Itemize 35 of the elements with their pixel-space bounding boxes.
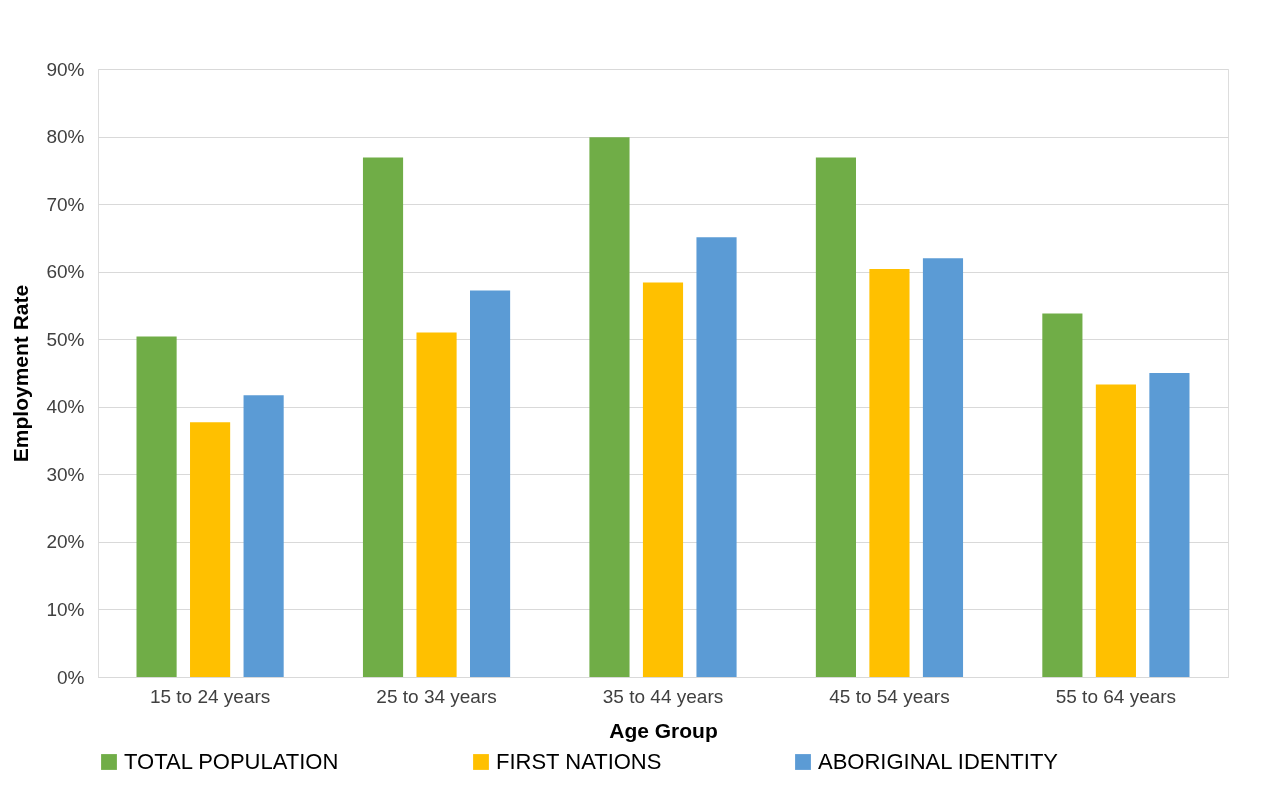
y-tick-label: 20% (46, 531, 85, 553)
legend-label: FIRST NATIONS (496, 749, 662, 774)
bar (815, 157, 856, 677)
x-tick-label: 25 to 34 years (376, 685, 497, 707)
bar (1095, 384, 1136, 677)
bar (922, 258, 964, 677)
legend-label: TOTAL POPULATION (124, 749, 339, 774)
bar (243, 395, 284, 677)
y-tick-label: 0% (57, 666, 85, 688)
x-axis-title: Age Group (609, 718, 718, 742)
x-tick-label: 35 to 44 years (602, 685, 724, 707)
y-tick-label: 60% (46, 261, 85, 283)
y-tick-label: 70% (46, 193, 85, 215)
bar (696, 237, 737, 677)
bar (470, 290, 511, 677)
bar (589, 137, 630, 677)
x-tick-label: 55 to 64 years (1055, 685, 1177, 707)
y-axis-title: Employment Rate (9, 284, 33, 463)
y-tick-label: 40% (46, 396, 85, 418)
x-tick-label: 15 to 24 years (149, 685, 271, 707)
bar (362, 157, 404, 677)
y-tick-label: 10% (46, 598, 85, 620)
y-tick-label: 80% (46, 126, 85, 148)
legend-label: ABORIGINAL IDENTITY (818, 749, 1059, 774)
bar (190, 422, 231, 677)
bar (1042, 313, 1083, 677)
y-tick-label: 90% (46, 58, 85, 80)
bar (136, 336, 177, 677)
bar (416, 332, 457, 677)
x-tick-label: 45 to 54 years (829, 685, 950, 707)
bar (1149, 373, 1190, 677)
y-tick-label: 50% (46, 328, 85, 350)
bar (869, 268, 910, 677)
y-tick-label: 30% (46, 463, 85, 485)
bar (642, 282, 684, 677)
